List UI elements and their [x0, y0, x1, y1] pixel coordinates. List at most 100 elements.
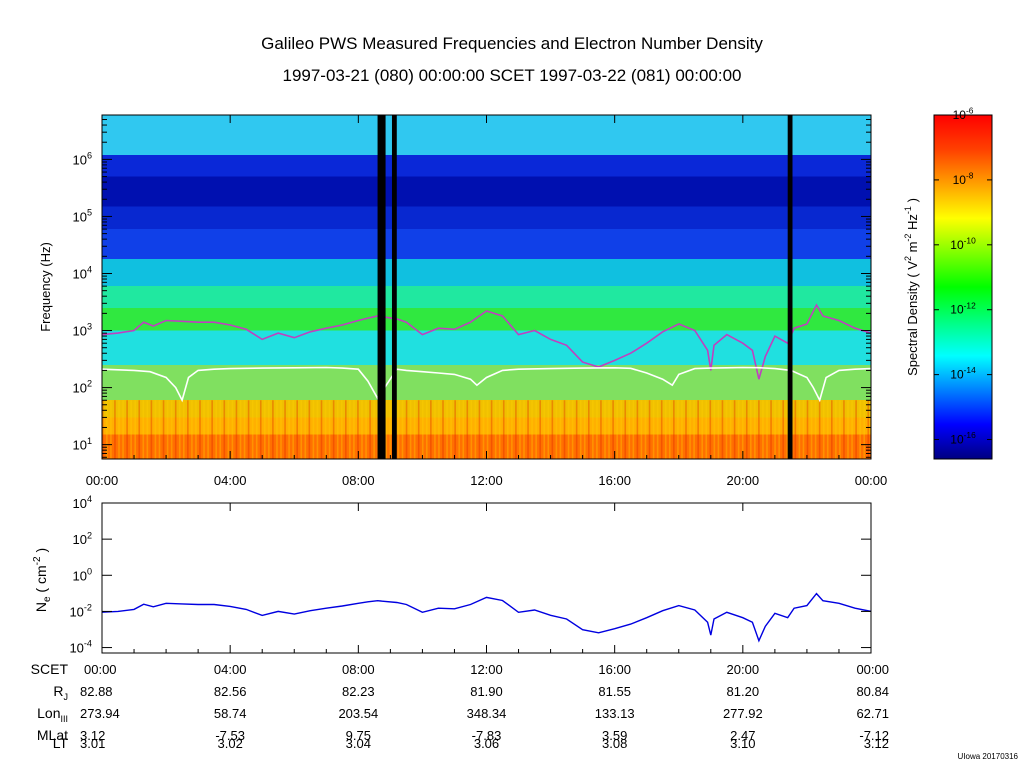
chart-title: Galileo PWS Measured Frequencies and Ele… [261, 34, 763, 53]
spectrogram-striation [559, 400, 562, 459]
spectrogram-striation [555, 400, 558, 459]
spectrogram-striation [340, 400, 343, 459]
spectrogram-striation [519, 400, 521, 459]
spectrogram-striation [826, 400, 829, 459]
spectrogram-striation [770, 400, 772, 459]
spectrogram-striation [430, 400, 432, 459]
x-tick-label: 12:00 [470, 473, 503, 488]
colorbar-tick-label: 10-10 [950, 235, 976, 251]
spectrogram-striation [203, 400, 205, 459]
spectrogram-striation [320, 400, 323, 459]
spectrogram-striation [401, 400, 404, 459]
spectrogram-striation [345, 400, 347, 459]
ephemeris-cell: 62.71 [856, 706, 889, 721]
spectrogram-striation [373, 400, 375, 459]
spectrogram-striation [114, 400, 116, 459]
spectrogram-striation [178, 400, 181, 459]
spectrogram-striation [681, 400, 683, 459]
spectrogram-striation [243, 400, 246, 459]
spectrogram-striation [774, 400, 776, 459]
electron-density-line [102, 592, 871, 643]
spectrogram-striation [308, 400, 311, 459]
spectrogram-striation [636, 400, 639, 459]
ephemeris-cell: 58.74 [214, 706, 247, 721]
data-gaps [377, 115, 793, 459]
spectrogram-striation [328, 400, 331, 459]
spectrogram-striation [247, 400, 250, 459]
spectrogram-striation [847, 400, 849, 459]
ephemeris-label: MLat [37, 727, 68, 743]
spectrogram-striation [284, 400, 286, 459]
spectrogram-striation [154, 400, 157, 459]
y-tick-label: 102 [72, 379, 92, 396]
spectrogram-striation [673, 400, 675, 459]
ephemeris-cell: 348.34 [467, 706, 507, 721]
ephemeris-cell: 3.08 [602, 736, 627, 751]
y-tick-label: 10-4 [69, 639, 92, 656]
ephemeris-label: SCET [31, 661, 69, 677]
spectrogram-striation [539, 400, 541, 459]
spectrogram-striation [507, 400, 509, 459]
spectrogram-striation [701, 400, 703, 459]
spectrogram-striation [264, 400, 266, 459]
spectrogram-striation [814, 400, 817, 459]
ephemeris-cell: -7.53 [215, 728, 245, 743]
spectrogram-striation [600, 400, 602, 459]
spectrogram-striation [709, 400, 712, 459]
spectrogram-striation [494, 400, 497, 459]
spectrogram-striation [563, 400, 566, 459]
ephemeris-cell: 16:00 [598, 662, 631, 677]
ephemeris-cell: 3.02 [218, 736, 243, 751]
spectrogram-striation [571, 400, 574, 459]
spectrogram-striation [802, 400, 805, 459]
spectrogram-striation [207, 400, 209, 459]
spectrogram-striation [187, 400, 189, 459]
spectrogram-striation [782, 400, 784, 459]
spectrogram-striation [357, 400, 359, 459]
spectrogram-striation [438, 400, 440, 459]
ephemeris-cell: 00:00 [856, 662, 889, 677]
density-axis-label: Ne ( cm-2 ) [32, 548, 53, 612]
spectrogram-striation [798, 400, 801, 459]
spectrogram-striation [656, 400, 659, 459]
spectrogram-striation [640, 400, 643, 459]
spectrogram-striation [478, 400, 481, 459]
spectrogram-striation [721, 400, 724, 459]
spectrogram-striation [251, 400, 254, 459]
ephemeris-cell: 3.12 [80, 728, 105, 743]
spectrogram-striation [531, 400, 533, 459]
colorbar-tick-label: 10-16 [950, 430, 976, 446]
colorbar-tick-label: 10-14 [950, 365, 976, 381]
spectrogram-striation [458, 400, 460, 459]
spectrogram-striation [596, 400, 598, 459]
y-tick-label: 106 [72, 151, 92, 168]
spectrogram-striation [426, 400, 428, 459]
spectrogram-striation [134, 400, 136, 459]
spectrogram-striation [527, 400, 529, 459]
spectrogram-striation [150, 400, 153, 459]
ephemeris-table: SCET 00:00 04:00 08:00 12:00 16:00 20:00 00:00 R… [31, 661, 889, 751]
frequency-axis-label: Frequency (Hz) [38, 242, 53, 332]
spectrogram-striation [296, 400, 298, 459]
x-tick-label: 00:00 [86, 473, 119, 488]
spectrogram-striation [660, 400, 663, 459]
ephemeris-cell: 80.84 [856, 684, 889, 699]
spectrogram-striation [450, 400, 452, 459]
spectrogram-striation [183, 400, 185, 459]
spectrogram-striation [199, 400, 201, 459]
spectrogram-striation [397, 400, 400, 459]
ephemeris-cell: 3.04 [346, 736, 371, 751]
spectrogram-ticks: 00:00 04:00 08:00 12:00 16:00 20:00 00:00 101 10… [72, 114, 887, 488]
ephemeris-label: LT [53, 735, 69, 751]
x-tick-label: 20:00 [727, 473, 760, 488]
y-tick-label: 105 [72, 208, 92, 225]
spectrogram-striation [818, 400, 821, 459]
spectrogram-striation [794, 400, 797, 459]
spectrogram-striation [235, 400, 238, 459]
colorbar-gradient [933, 114, 993, 460]
spectrogram-striation [778, 400, 780, 459]
colorbar-tick-label: 10-8 [953, 171, 974, 187]
spectrogram-striation [604, 400, 606, 459]
spectrogram-striation [741, 400, 744, 459]
spectrogram-striation [211, 400, 213, 459]
